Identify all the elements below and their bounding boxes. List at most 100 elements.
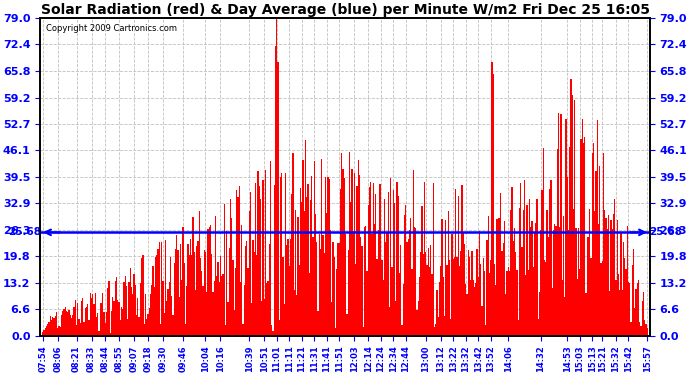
Bar	[76, 325, 77, 336]
Bar	[562, 280, 563, 336]
Bar	[187, 243, 188, 336]
Bar	[479, 231, 480, 336]
Bar	[568, 230, 569, 336]
Bar	[314, 161, 315, 336]
Bar	[207, 229, 208, 336]
Bar	[584, 137, 585, 336]
Bar	[116, 278, 117, 336]
Bar	[73, 307, 75, 336]
Bar	[394, 203, 395, 336]
Bar	[139, 317, 140, 336]
Bar	[141, 258, 142, 336]
Bar	[305, 140, 306, 336]
Bar	[589, 209, 591, 336]
Bar	[513, 242, 514, 336]
Bar	[504, 221, 505, 336]
Bar	[437, 316, 439, 336]
Bar	[625, 269, 627, 336]
Bar	[147, 314, 148, 336]
Bar	[262, 180, 264, 336]
Bar	[424, 182, 425, 336]
Bar	[591, 153, 593, 336]
Bar	[445, 220, 446, 336]
Bar	[391, 267, 393, 336]
Bar	[390, 178, 391, 336]
Bar	[310, 200, 311, 336]
Bar	[530, 227, 531, 336]
Bar	[643, 292, 644, 336]
Bar	[639, 322, 640, 336]
Bar	[117, 300, 119, 336]
Bar	[490, 260, 491, 336]
Bar	[261, 301, 262, 336]
Bar	[316, 242, 317, 336]
Bar	[608, 215, 609, 336]
Bar	[324, 254, 325, 336]
Bar	[350, 202, 351, 336]
Bar	[193, 216, 194, 336]
Bar	[598, 224, 599, 336]
Bar	[59, 327, 61, 336]
Bar	[245, 246, 246, 336]
Bar	[241, 225, 242, 336]
Bar	[337, 243, 339, 336]
Bar	[174, 262, 175, 336]
Bar	[497, 217, 499, 336]
Bar	[199, 211, 200, 336]
Bar	[162, 281, 164, 336]
Bar	[582, 119, 583, 336]
Bar	[515, 252, 516, 336]
Bar	[565, 119, 566, 336]
Bar	[336, 269, 337, 336]
Bar	[588, 237, 589, 336]
Bar	[526, 205, 528, 336]
Bar	[124, 282, 125, 336]
Bar	[213, 292, 214, 336]
Bar	[434, 327, 435, 336]
Bar	[603, 153, 604, 336]
Bar	[251, 303, 253, 336]
Bar	[460, 252, 462, 336]
Bar	[538, 319, 539, 336]
Bar	[543, 148, 544, 336]
Bar	[379, 183, 380, 336]
Bar	[50, 316, 51, 336]
Bar	[333, 242, 334, 336]
Bar	[204, 250, 205, 336]
Bar	[260, 199, 261, 336]
Bar	[231, 218, 233, 336]
Bar	[633, 249, 634, 336]
Bar	[284, 304, 285, 336]
Bar	[186, 286, 187, 336]
Bar	[454, 256, 455, 336]
Bar	[471, 251, 473, 336]
Bar	[502, 251, 503, 336]
Bar	[600, 263, 602, 336]
Bar	[234, 310, 235, 336]
Bar	[631, 264, 633, 336]
Bar	[563, 216, 564, 336]
Bar	[355, 264, 356, 336]
Bar	[110, 333, 111, 336]
Bar	[545, 262, 546, 336]
Bar	[164, 314, 165, 336]
Bar	[228, 248, 230, 336]
Bar	[406, 242, 408, 336]
Bar	[286, 245, 288, 336]
Bar	[155, 256, 156, 336]
Bar	[537, 199, 538, 336]
Bar	[628, 282, 629, 336]
Bar	[182, 226, 184, 336]
Bar	[647, 328, 648, 336]
Bar	[226, 231, 228, 336]
Bar	[165, 240, 166, 336]
Bar	[194, 252, 195, 336]
Bar	[426, 265, 428, 336]
Bar	[554, 224, 555, 336]
Bar	[90, 294, 91, 336]
Bar	[72, 315, 73, 336]
Bar	[325, 177, 326, 336]
Bar	[175, 249, 176, 336]
Bar	[217, 262, 219, 336]
Bar	[499, 217, 500, 336]
